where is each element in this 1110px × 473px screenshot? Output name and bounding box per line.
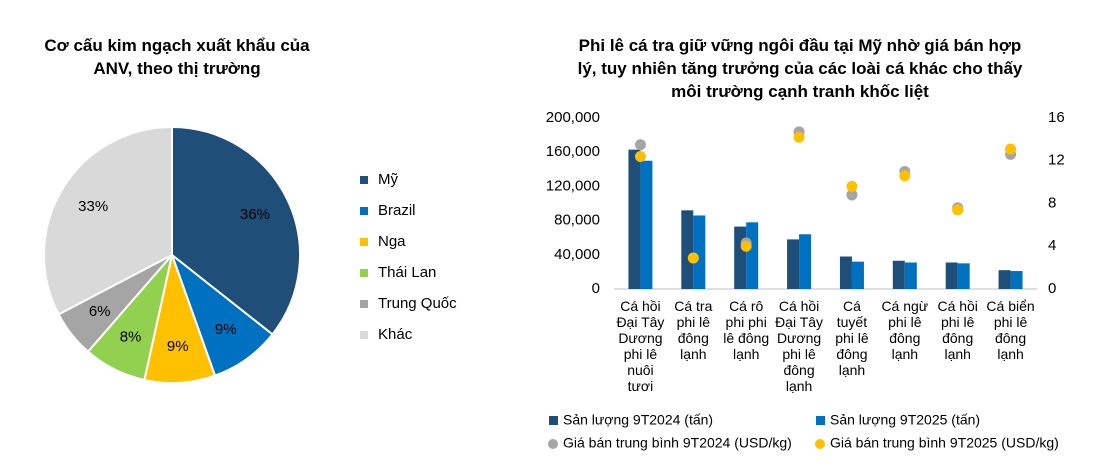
bar-title: Phi lê cá tra giữ vững ngôi đầu tại Mỹ n…	[577, 36, 1023, 101]
pie-title: Cơ cấu kim ngạch xuất khẩu của ANV, theo…	[44, 36, 310, 78]
legend-swatch	[360, 300, 368, 308]
legend-swatch	[360, 207, 368, 215]
bar	[734, 226, 747, 289]
legend-label: Trung Quốc	[378, 295, 457, 312]
y-tick-label: 120,000	[546, 177, 600, 194]
legend-label: Giá bán trung bình 9T2024 (USD/kg)	[563, 435, 792, 451]
bar	[892, 260, 905, 289]
legend-label: Thái Lan	[378, 264, 436, 281]
y-tick-label: 80,000	[554, 212, 600, 229]
slice-label: 9%	[167, 338, 189, 355]
legend-label: Khác	[378, 326, 413, 343]
legend-label: Mỹ	[378, 171, 398, 188]
x-tick-label: Cá hồi Đại Tây Dương phi lê nuôi tươi	[616, 298, 665, 394]
legend-swatch	[360, 331, 368, 339]
legend-label: Sản lượng 9T2024 (tấn)	[563, 412, 713, 428]
scatter-point	[687, 252, 699, 264]
x-tick-label: Cá tra phi lê đông lạnh	[674, 298, 713, 362]
x-tick-label: Cá ngừ phi lê đông lạnh	[881, 298, 929, 362]
scatter-point	[634, 150, 646, 162]
legend-label: Nga	[378, 233, 406, 250]
bar	[799, 234, 812, 289]
x-tick-label: Cá hồi phi lê đông lạnh	[937, 298, 978, 362]
pie-slice	[171, 125, 301, 336]
y2-tick-label: 8	[1048, 194, 1056, 211]
legend-swatch	[360, 176, 368, 184]
bar	[787, 239, 800, 289]
scatter-point	[634, 139, 646, 151]
y-tick-label: 200,000	[546, 109, 600, 126]
scatter-point	[846, 180, 858, 192]
y2-tick-label: 0	[1048, 280, 1056, 297]
scatter-point	[740, 240, 752, 252]
x-tick-label: Cá tuyết phi lê đông lạnh	[835, 298, 869, 378]
scatter-point	[1005, 143, 1017, 155]
legend-swatch	[360, 238, 368, 246]
legend-swatch	[549, 416, 558, 425]
legend-swatch	[816, 416, 825, 425]
x-tick-label: Cá hồi Đại Tây Dương phi lê đông lạnh	[775, 298, 824, 394]
bar	[904, 262, 917, 289]
bar	[1010, 271, 1023, 289]
bar	[839, 256, 852, 289]
slice-label: 6%	[89, 303, 111, 320]
legend-swatch	[360, 269, 368, 277]
slice-label: 36%	[240, 206, 270, 223]
scatter-point	[899, 170, 911, 182]
y2-tick-label: 12	[1048, 152, 1065, 169]
y-tick-label: 40,000	[554, 246, 600, 263]
pie-slice	[43, 125, 173, 316]
bar	[998, 270, 1011, 289]
x-tick-label: Cá biển phi lê đông lạnh	[986, 298, 1035, 362]
legend-label: Brazil	[378, 202, 416, 219]
scatter-point	[793, 131, 805, 143]
bar	[628, 149, 641, 289]
y-tick-label: 160,000	[546, 143, 600, 160]
bar	[693, 215, 706, 289]
y2-tick-label: 16	[1048, 109, 1065, 126]
bar	[945, 262, 958, 289]
y-tick-label: 0	[592, 280, 600, 297]
legend-swatch	[548, 439, 558, 449]
scatter-point	[846, 189, 858, 201]
x-tick-label: Cá rô phi phi lê đông lạnh	[723, 298, 770, 362]
slice-label: 33%	[78, 198, 108, 215]
slice-label: 9%	[215, 321, 237, 338]
slice-label: 8%	[120, 328, 142, 345]
bar	[640, 160, 653, 289]
bar	[957, 263, 970, 289]
bar	[746, 222, 759, 289]
y2-tick-label: 4	[1048, 237, 1056, 254]
legend-label: Giá bán trung bình 9T2025 (USD/kg)	[830, 435, 1059, 451]
legend-label: Sản lượng 9T2025 (tấn)	[830, 412, 980, 428]
bar	[851, 261, 864, 289]
bar	[681, 210, 694, 289]
legend-swatch	[815, 439, 825, 449]
scatter-point	[952, 204, 964, 216]
